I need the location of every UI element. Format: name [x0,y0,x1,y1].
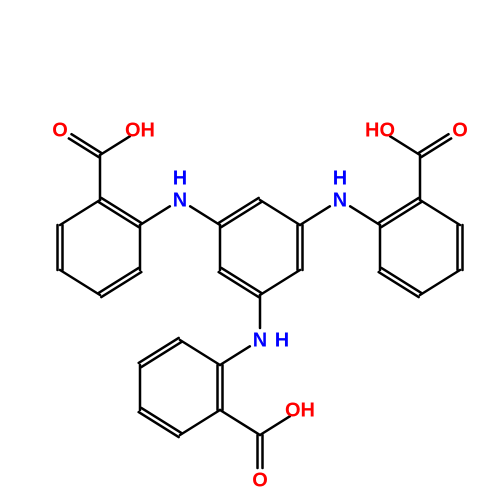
bond-line [99,202,139,227]
bond-line [141,408,181,433]
bond-line [60,200,100,225]
bond-line [60,270,100,295]
bond-line [190,206,220,225]
bond-line [99,268,139,293]
bond-line [141,342,181,367]
bond-line [420,270,460,295]
bond-line [180,340,220,365]
bond-line [420,200,460,225]
bond-line [219,198,259,223]
atom-label-bO2: HO [365,119,395,141]
bond-line [260,200,300,225]
bond-line [219,272,259,297]
bond-line [101,198,141,223]
atom-label-nB: N [333,189,347,211]
atom-label-dO1: O [252,469,268,491]
atom-label-hB: H [333,167,347,189]
molecule-diagram: NHNHNHOOHOHOOOH [0,0,500,500]
atom-label-aO1: O [52,119,68,141]
bond-line [221,268,261,293]
atom-label-dO2: OH [285,399,315,421]
bond-line [300,206,330,225]
bond-line [140,206,170,225]
bond-line [101,272,141,297]
bond-line [220,346,250,365]
bond-line [180,410,220,435]
atom-label-hA: H [173,167,187,189]
bond-line [139,338,179,363]
atom-label-bO1: O [452,119,468,141]
bond-line [381,268,421,293]
bond-line [139,412,179,437]
bond-line [221,202,261,227]
bond-line [381,202,421,227]
bond-line [379,272,419,297]
atom-label-aO2: OH [125,119,155,141]
atom-label-nC: N [253,329,267,351]
atom-label-hC: H [275,329,289,351]
bond-line [379,198,419,223]
bond-line [220,410,260,435]
atom-label-nA: N [173,189,187,211]
bond-line [350,206,380,225]
bond-line [260,270,300,295]
